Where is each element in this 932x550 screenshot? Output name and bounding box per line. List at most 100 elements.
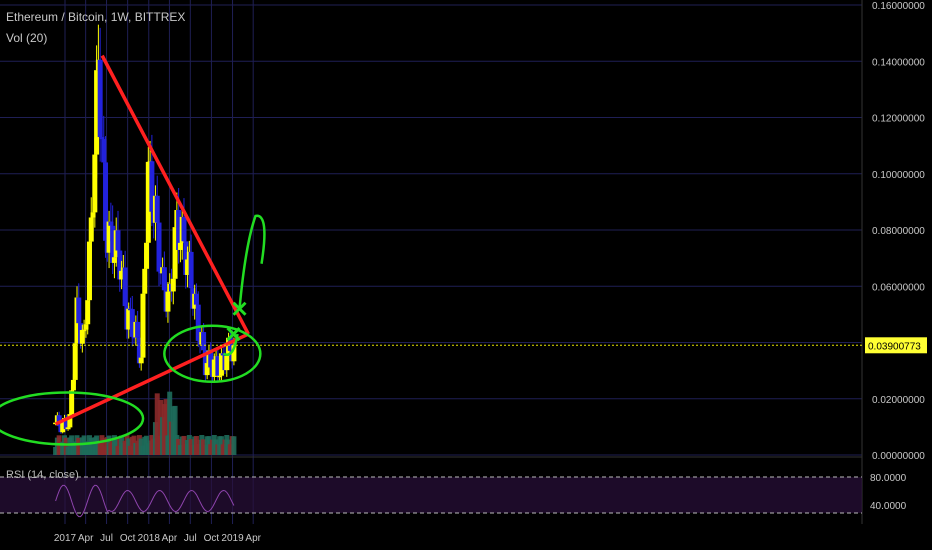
candle-body — [119, 270, 125, 280]
time-tick-label: 2017 — [54, 533, 77, 544]
price-tick-label: 0.06000000 — [872, 282, 925, 293]
candle-body — [181, 216, 187, 242]
rsi-line — [55, 484, 235, 518]
price-tick-label: 0.10000000 — [872, 170, 925, 181]
volume-bar — [63, 437, 69, 455]
candle-body — [149, 161, 155, 212]
candle-body — [76, 297, 82, 324]
price-tick-label: 0.12000000 — [872, 114, 925, 125]
candle-body — [224, 355, 230, 371]
candle-body — [111, 257, 117, 263]
candle-body — [188, 251, 194, 289]
candle-body — [60, 421, 66, 433]
annotation-cross — [226, 327, 241, 342]
candle-body — [218, 353, 224, 376]
volume-bar — [172, 405, 178, 455]
rsi-band — [0, 477, 862, 513]
candle-body — [144, 242, 150, 269]
candle-body — [140, 293, 146, 358]
trendline — [100, 54, 250, 335]
candle-body — [136, 337, 142, 364]
candle-body — [215, 356, 221, 376]
volume-bar — [163, 399, 169, 455]
candle-body — [129, 309, 135, 337]
volume-indicator-label[interactable]: Vol (20) — [6, 31, 48, 45]
candle-body — [156, 222, 162, 272]
candle-body — [117, 250, 123, 280]
annotation-cross — [232, 301, 247, 316]
trendline — [54, 332, 250, 426]
candle-body — [135, 321, 141, 338]
annotation-arrow — [238, 214, 266, 309]
candle-body — [108, 221, 114, 226]
last-price-box — [865, 337, 927, 354]
candle-body — [79, 330, 85, 344]
candle-body — [97, 59, 103, 138]
candle-body — [193, 293, 199, 305]
candle-body — [145, 161, 151, 243]
candle-body — [115, 230, 121, 251]
candle-body — [201, 332, 207, 351]
candle-body — [81, 329, 87, 332]
candle-body — [103, 162, 109, 241]
price-tick-label: 0.02000000 — [872, 395, 925, 406]
candle-body — [211, 359, 217, 377]
candle-body — [63, 417, 69, 430]
candle-body — [65, 427, 71, 430]
candle-body — [94, 70, 100, 155]
candle-body — [177, 242, 183, 250]
last-price-marker: 0.03900773 — [865, 337, 927, 354]
time-tick-label: 2018 — [138, 533, 161, 544]
rsi-tick-label: 80.0000 — [870, 473, 907, 484]
price-tick-label: 0.14000000 — [872, 57, 925, 68]
candle-body — [122, 267, 128, 307]
candle-body — [67, 414, 73, 428]
candle-body — [161, 267, 167, 291]
chart-title[interactable]: Ethereum / Bitcoin, 1W, BITTREX — [6, 10, 186, 24]
time-axis[interactable]: 2017 Apr Jul Oct 2018 Apr Jul Oct 2019 Apr — [54, 533, 262, 544]
candle-body — [231, 345, 237, 362]
candle-body — [170, 278, 176, 292]
candle-body — [183, 241, 189, 275]
time-tick-label: Apr — [162, 533, 178, 544]
time-tick-label: Oct — [204, 533, 220, 544]
candle-body — [172, 227, 178, 279]
candle-body — [110, 225, 116, 263]
candle-body — [202, 350, 208, 376]
volume-bar — [76, 437, 82, 455]
candle-body — [217, 375, 223, 378]
drawing-overlays — [0, 54, 862, 446]
candle-body — [131, 336, 137, 339]
rsi-tick-label: 40.0000 — [870, 501, 907, 512]
candle-body — [101, 139, 107, 163]
rsi-pane: 80.0000 40.0000 — [0, 473, 907, 518]
candle-body — [126, 308, 132, 330]
candle-body — [176, 210, 182, 250]
candle-body — [92, 154, 98, 213]
candle-body — [208, 350, 214, 368]
candle-body — [88, 217, 94, 242]
price-tick-label: 0.08000000 — [872, 226, 925, 237]
price-tick-label: 0.00000000 — [872, 451, 925, 462]
candle-body — [142, 268, 148, 294]
time-tick-label: Jul — [100, 533, 113, 544]
volume-bar — [154, 393, 160, 455]
rsi-indicator-label[interactable]: RSI (14, close) — [6, 469, 79, 481]
candle-body — [165, 291, 171, 312]
volume-bar — [231, 436, 237, 455]
candle-body — [185, 259, 191, 275]
annotation-ellipse — [163, 324, 262, 383]
candle-body — [72, 343, 78, 380]
candle-body — [204, 363, 210, 376]
candles — [53, 24, 237, 434]
candle-body — [70, 379, 76, 391]
candle-body — [106, 221, 112, 253]
time-tick-label: Jul — [184, 533, 197, 544]
candle-body — [90, 212, 96, 218]
candle-body — [195, 304, 201, 341]
time-tick-label: Apr — [245, 533, 261, 544]
candle-body — [99, 137, 105, 140]
candle-body — [83, 324, 89, 330]
